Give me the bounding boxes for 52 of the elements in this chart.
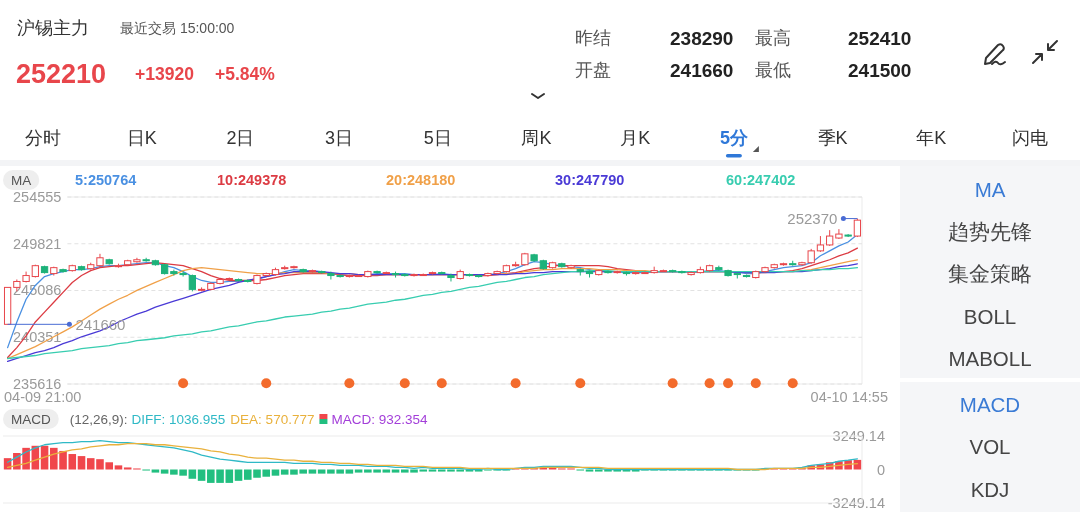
text: 2日 [226,128,255,148]
text: 241500 [848,59,912,81]
text: 月K [620,128,651,148]
y-tick-label: 235616 [13,376,62,392]
text: 季K [817,128,848,148]
text: 5分 [719,128,749,148]
text: VOL [969,434,1011,458]
text: MABOLL [948,346,1032,370]
text: 最低 [755,60,791,80]
text: 04-09 21:00 [4,389,82,405]
text: 04-10 14:55 [810,389,888,405]
text: 周K [521,128,552,148]
chart-title: MACD [11,411,51,427]
y-tick-label: 254555 [13,189,62,205]
text: 20:248180 [386,172,456,188]
text: 闪电 [1012,128,1048,148]
text: KDJ [970,477,1010,501]
text: 241660 [670,59,734,81]
text: 3日 [325,128,354,148]
text: 252210 [16,59,107,89]
text: 10:249378 [217,172,287,188]
text: 昨结 [575,28,611,48]
annotation: 252370 [787,210,838,228]
text: 30:247790 [555,172,625,188]
text: MACD [959,392,1021,416]
legend-title: (12,26,9): [69,411,128,427]
text: 252410 [848,27,912,49]
y-tick-label: 249821 [13,235,62,252]
text: 日K [126,128,157,148]
text: 最近交易 15:00:00 [120,20,235,36]
y-tick-label: -3249.14 [827,495,885,511]
text: 5:250764 [75,172,137,188]
series-label: DIFF: 1036.955 [131,411,226,427]
text: 238290 [670,27,734,49]
text: 趋势先锋 [948,219,1032,243]
y-tick-label: 3249.14 [832,428,885,444]
text: 最高 [755,28,791,48]
text: 5日 [423,128,452,148]
legend-label: MACD: 932.354 [331,411,428,427]
text: 开盘 [575,60,611,80]
text: 沪锡主力 [17,18,89,38]
text: 分时 [25,128,61,148]
text: DEA: 570.777 [230,411,315,427]
text: 年K [916,128,947,148]
text: +5.84% [215,64,276,84]
text: BOLL [963,304,1017,328]
text: 集金策略 [948,261,1032,285]
text: 60:247402 [726,172,796,188]
y-tick-label: 0 [876,461,885,478]
chart-title: MA [11,172,32,188]
text: MA [974,177,1006,201]
text: +13920 [135,64,195,84]
